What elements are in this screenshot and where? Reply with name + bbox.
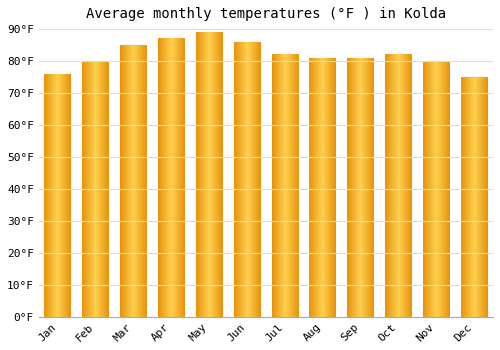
Title: Average monthly temperatures (°F ) in Kolda: Average monthly temperatures (°F ) in Ko… xyxy=(86,7,446,21)
